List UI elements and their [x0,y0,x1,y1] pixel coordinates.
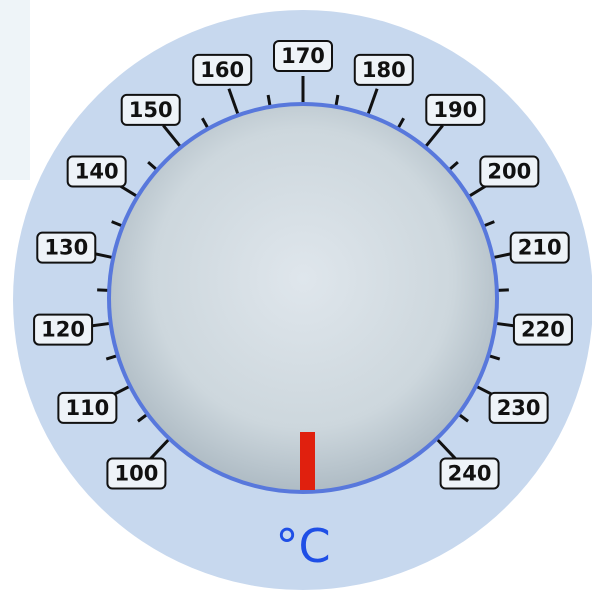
dial-label: 120 [41,318,85,342]
dial-label: 170 [281,44,325,68]
dial-label: 160 [200,58,244,82]
dial-label: 190 [433,98,477,122]
label-box [512,313,573,346]
dial-label: 140 [75,160,119,184]
dial-label: 240 [448,462,492,486]
dial-label: 110 [65,396,109,420]
label-box [36,231,97,264]
dial-label: 220 [521,318,565,342]
major-tick [227,88,241,118]
label-box [192,53,253,86]
dial-label: 130 [44,236,88,260]
pointer [300,432,315,490]
label-box [66,155,127,188]
major-tick [162,124,184,150]
label-group: 100 110 120 130 140 150 160 170 180 190 200 210 220 2… [33,40,573,490]
label-box [479,155,540,188]
major-tick [365,88,379,118]
major-tick [434,436,457,461]
label-box [439,457,500,490]
label-box [57,391,118,424]
dial-label: 180 [362,58,406,82]
dial-label: 230 [497,396,541,420]
label-box [509,231,570,264]
dial-face [107,102,499,494]
label-box [33,313,94,346]
major-tick [149,436,172,461]
label-box [120,93,181,126]
label-box [353,53,414,86]
background-panel [0,0,30,180]
dial-label: 150 [129,98,173,122]
label-box [106,457,167,490]
dial-label: 200 [487,160,531,184]
label-box [273,40,333,72]
label-box [425,93,486,126]
unit-label: °C [275,519,330,573]
dial-label: 100 [114,462,158,486]
dial-label: 210 [518,236,562,260]
major-tick [422,124,444,150]
label-box [488,391,549,424]
